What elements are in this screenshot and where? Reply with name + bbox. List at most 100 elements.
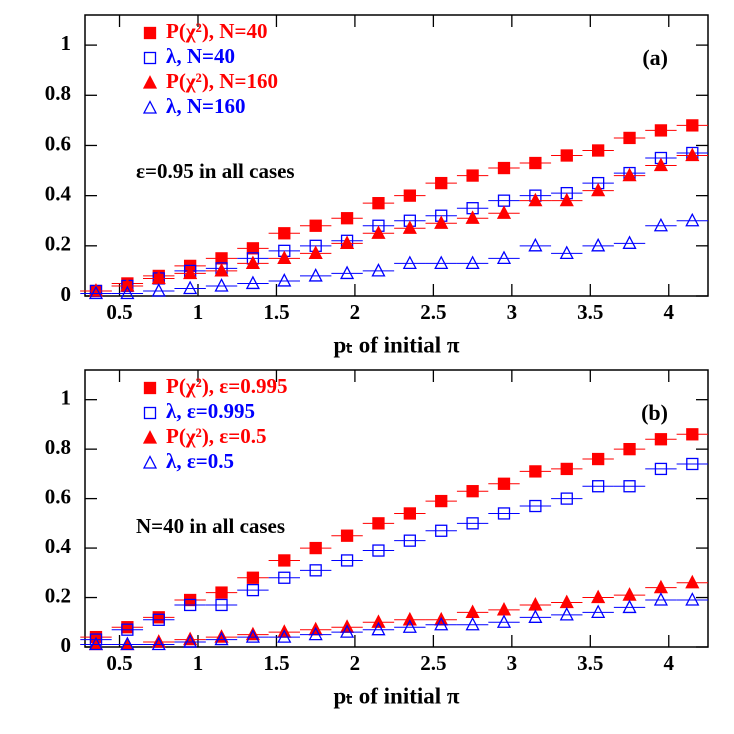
marker [309, 564, 322, 577]
legend-marker [142, 100, 158, 114]
marker [559, 594, 574, 609]
y-tick-label: 0.4 [45, 181, 72, 205]
marker [120, 285, 135, 300]
marker [435, 494, 448, 508]
marker [496, 250, 512, 265]
marker [245, 275, 260, 290]
marker [371, 614, 386, 628]
marker [215, 586, 228, 599]
x-tick-label: 3.5 [577, 300, 603, 324]
marker [246, 583, 260, 597]
legend-marker [143, 51, 157, 65]
marker [371, 263, 386, 277]
marker [529, 465, 542, 478]
x-tick-label: 3 [507, 651, 518, 675]
marker [434, 255, 449, 270]
marker [653, 592, 668, 606]
marker [88, 636, 104, 651]
marker [372, 517, 385, 530]
marker [88, 285, 104, 300]
marker [465, 210, 480, 224]
marker [120, 636, 135, 651]
marker [560, 492, 573, 505]
marker [465, 616, 480, 631]
note: ε=0.95 in all cases [136, 159, 295, 183]
marker [560, 462, 573, 476]
marker [559, 192, 574, 207]
marker [466, 485, 479, 498]
marker [685, 212, 700, 227]
marker [278, 554, 291, 567]
marker [245, 255, 260, 270]
x-tick-label: 0.5 [106, 300, 132, 324]
x-tick-label: 4 [664, 300, 675, 324]
marker [591, 589, 606, 604]
marker [340, 212, 354, 225]
marker [340, 529, 354, 542]
x-tick-label: 1.5 [263, 300, 289, 324]
x-tick-label: 0.5 [106, 651, 132, 675]
marker [308, 268, 323, 282]
marker [528, 597, 543, 611]
marker [528, 609, 543, 623]
panel-label: (b) [641, 400, 668, 425]
y-tick-label: 1 [61, 385, 72, 409]
legend-label: λ, ε=0.995 [166, 399, 255, 423]
marker [371, 621, 386, 636]
marker [591, 237, 606, 252]
legend-marker [143, 26, 157, 40]
marker [623, 480, 636, 493]
marker [121, 621, 134, 634]
marker [402, 619, 417, 633]
marker [215, 252, 228, 265]
y-tick-label: 0.6 [45, 131, 71, 155]
y-tick-label: 0.2 [45, 583, 71, 607]
marker [560, 149, 573, 162]
marker [152, 613, 165, 626]
marker [465, 255, 480, 270]
marker [654, 433, 668, 446]
x-tick-label: 1 [193, 651, 204, 675]
x-tick-label: 2 [350, 300, 361, 324]
marker [685, 147, 700, 162]
marker [402, 611, 417, 626]
marker [277, 629, 292, 643]
marker [434, 616, 449, 631]
marker [308, 245, 323, 259]
marker [120, 278, 135, 292]
marker [497, 161, 511, 175]
marker [466, 169, 479, 182]
y-tick-label: 0 [61, 282, 72, 306]
marker [151, 636, 166, 651]
marker [653, 157, 668, 172]
y-tick-label: 0 [61, 633, 72, 657]
marker [653, 217, 668, 232]
marker [215, 598, 228, 612]
marker [183, 280, 198, 295]
legend-marker [142, 75, 158, 89]
marker [309, 219, 322, 232]
marker [528, 192, 543, 207]
x-tick-label: 2.5 [420, 300, 446, 324]
marker [214, 631, 229, 646]
marker [592, 144, 605, 157]
marker [339, 265, 355, 280]
marker [435, 524, 448, 537]
marker [371, 225, 386, 239]
marker [654, 124, 668, 137]
marker [623, 442, 636, 456]
marker [278, 571, 291, 584]
marker [183, 598, 197, 612]
marker [591, 604, 606, 619]
legend-label: λ, N=160 [166, 94, 245, 118]
y-tick-label: 1 [61, 31, 72, 55]
marker [339, 624, 355, 638]
marker [653, 579, 668, 594]
marker [245, 629, 260, 643]
marker [339, 235, 355, 249]
x-axis-label: pₜ of initial π [333, 332, 459, 357]
marker [685, 574, 700, 589]
panel-label: (a) [642, 45, 668, 70]
marker [309, 541, 322, 555]
